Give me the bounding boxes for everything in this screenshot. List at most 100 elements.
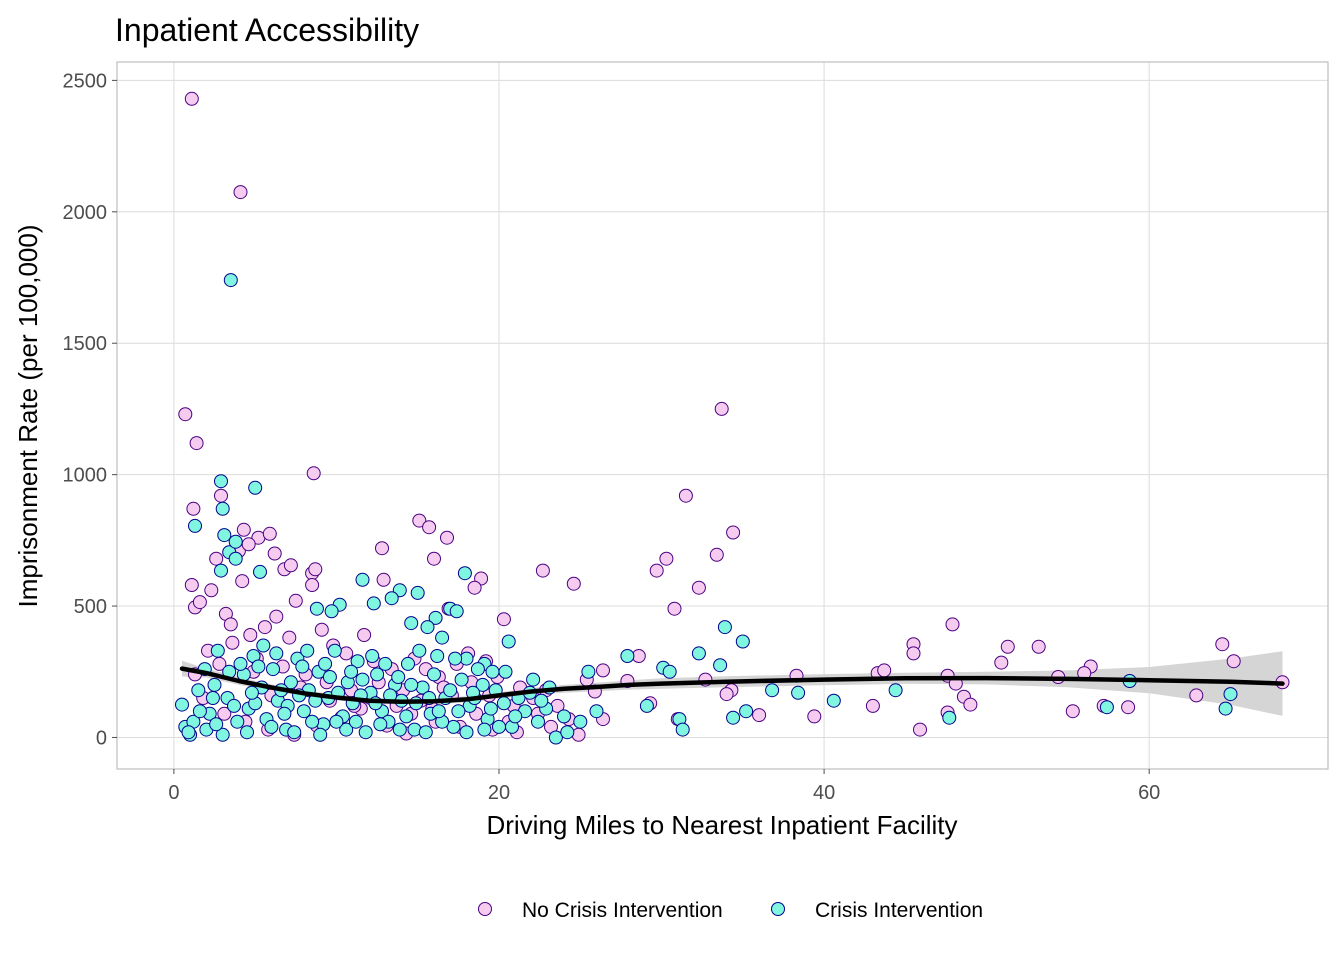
point-crisis <box>501 634 516 649</box>
legend-swatch-crisis <box>771 902 785 916</box>
point-crisis <box>475 677 490 692</box>
point-crisis <box>253 564 267 579</box>
point-no-crisis <box>209 551 224 566</box>
y-tick-label: 2000 <box>63 202 108 224</box>
y-tick-label: 2500 <box>63 70 108 92</box>
point-no-crisis <box>236 522 251 537</box>
point-crisis <box>639 698 654 713</box>
point-no-crisis <box>184 91 199 106</box>
point-crisis <box>228 551 243 566</box>
x-tick-label: 20 <box>488 782 510 804</box>
point-crisis <box>404 616 419 631</box>
y-tick-label: 500 <box>74 596 107 618</box>
point-crisis <box>355 572 370 587</box>
point-no-crisis <box>376 572 391 587</box>
point-crisis <box>446 719 461 734</box>
point-no-crisis <box>865 698 880 713</box>
x-tick-label: 40 <box>813 782 835 804</box>
point-no-crisis <box>223 617 238 632</box>
point-no-crisis <box>596 663 610 678</box>
point-no-crisis <box>719 687 734 702</box>
point-crisis <box>534 693 549 708</box>
point-crisis <box>188 518 202 533</box>
point-crisis <box>233 656 248 671</box>
point-crisis <box>412 643 427 658</box>
point-no-crisis <box>314 622 329 637</box>
point-no-crisis <box>282 630 297 645</box>
point-crisis <box>300 643 315 658</box>
point-no-crisis <box>726 525 741 540</box>
point-no-crisis <box>192 595 207 610</box>
point-no-crisis <box>667 601 682 616</box>
point-crisis <box>675 722 690 737</box>
point-crisis <box>431 704 446 719</box>
point-no-crisis <box>945 617 960 632</box>
point-no-crisis <box>241 537 256 552</box>
point-crisis <box>248 480 263 495</box>
point-crisis <box>662 664 677 679</box>
axis-ticks: 0 500 1000 1500 2000 2500 0 20 40 60 <box>63 70 1161 804</box>
point-no-crisis <box>877 663 892 678</box>
point-crisis <box>508 709 523 724</box>
point-crisis <box>210 643 225 658</box>
point-crisis <box>470 662 485 677</box>
point-crisis <box>207 677 222 692</box>
point-crisis <box>329 714 344 729</box>
point-crisis <box>449 604 464 619</box>
point-crisis <box>175 697 189 712</box>
point-crisis <box>223 273 238 288</box>
point-crisis <box>1218 701 1233 716</box>
point-no-crisis <box>233 185 248 200</box>
point-crisis <box>295 659 310 674</box>
point-crisis <box>366 596 381 611</box>
point-crisis <box>287 725 302 740</box>
point-crisis <box>448 651 463 666</box>
legend-label-crisis: Crisis Intervention <box>815 899 983 922</box>
point-no-crisis <box>339 646 354 661</box>
point-crisis <box>192 704 207 719</box>
point-crisis <box>435 630 450 645</box>
point-no-crisis <box>649 563 664 578</box>
point-crisis <box>573 714 588 729</box>
point-crisis <box>214 563 228 578</box>
point-no-crisis <box>752 708 767 723</box>
point-crisis <box>826 693 841 708</box>
point-no-crisis <box>963 697 978 712</box>
point-crisis <box>485 664 500 679</box>
point-crisis <box>410 585 425 600</box>
point-no-crisis <box>178 407 193 422</box>
point-crisis <box>244 685 259 700</box>
point-crisis <box>454 672 469 687</box>
legend-swatch-no-crisis <box>478 902 492 916</box>
point-no-crisis <box>1226 654 1241 669</box>
point-no-crisis <box>243 628 258 642</box>
point-no-crisis <box>184 578 199 592</box>
point-no-crisis <box>994 655 1009 670</box>
point-crisis <box>355 672 370 687</box>
point-crisis <box>215 501 230 516</box>
point-no-crisis <box>714 401 729 416</box>
point-no-crisis <box>496 612 511 627</box>
point-crisis <box>191 683 206 698</box>
point-no-crisis <box>269 609 284 624</box>
point-crisis <box>418 725 433 740</box>
point-crisis <box>209 717 224 732</box>
point-no-crisis <box>566 576 581 591</box>
point-no-crisis <box>691 580 706 595</box>
point-crisis <box>735 634 750 649</box>
point-crisis <box>392 722 407 737</box>
point-no-crisis <box>186 501 201 516</box>
point-crisis <box>384 591 399 606</box>
point-no-crisis <box>257 620 272 635</box>
point-crisis <box>318 656 333 671</box>
point-crisis <box>691 646 706 661</box>
point-crisis <box>370 667 385 682</box>
point-no-crisis <box>1031 639 1046 654</box>
point-crisis <box>348 714 363 729</box>
point-crisis <box>214 474 228 489</box>
point-no-crisis <box>306 466 321 481</box>
point-crisis <box>344 664 359 679</box>
x-axis-title: Driving Miles to Nearest Inpatient Facil… <box>486 810 957 840</box>
point-crisis <box>888 683 903 698</box>
